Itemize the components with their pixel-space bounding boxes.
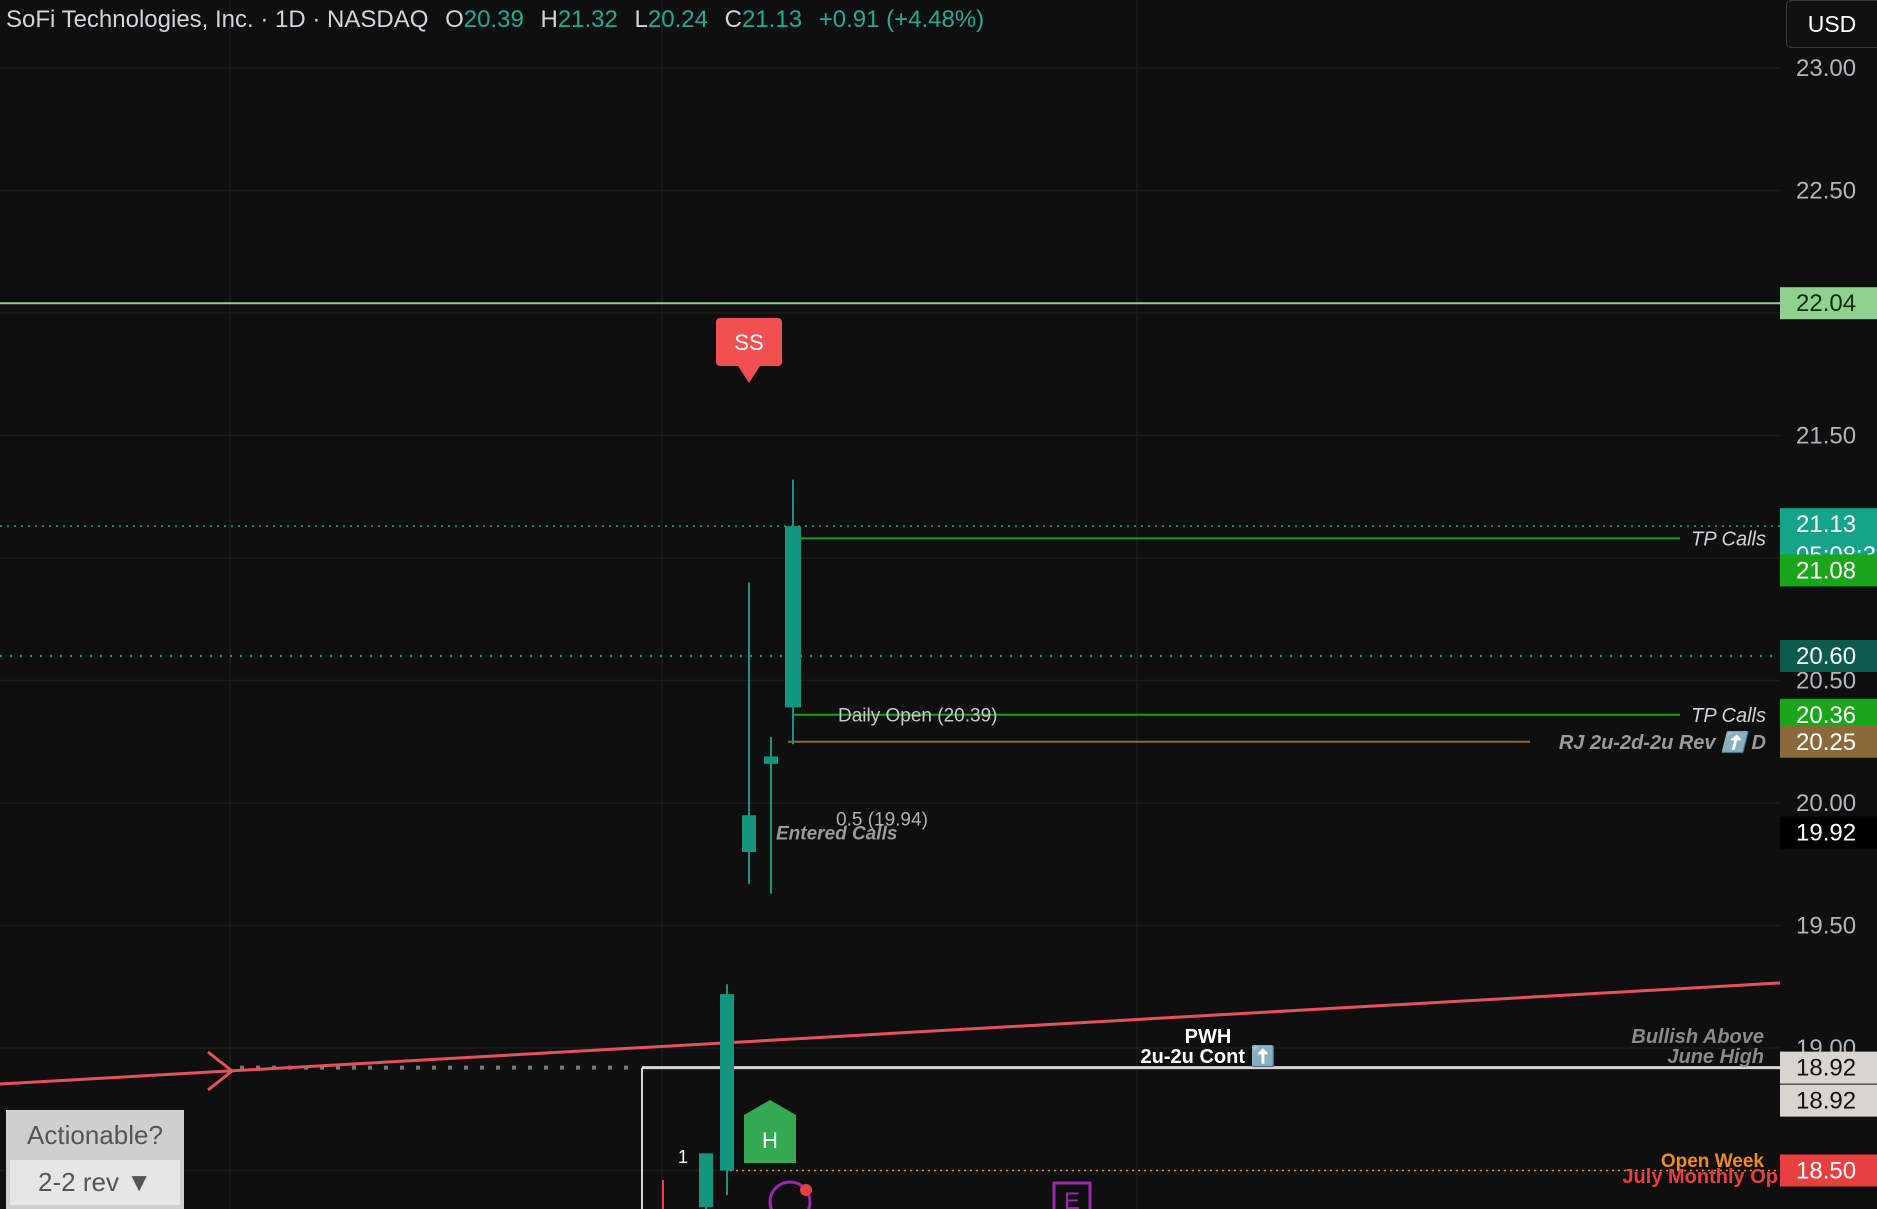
open-week-label: Open Week (1661, 1151, 1765, 1172)
lightning-icon (768, 1180, 812, 1209)
price-label-bg (1780, 725, 1877, 758)
actionable-panel: Actionable? 2-2 rev ▼ (6, 1110, 184, 1209)
pwh-cont-label: 2u-2u Cont ⬆️ (1141, 1044, 1276, 1068)
candle-body (785, 526, 801, 708)
price-label-bg (1780, 816, 1877, 849)
price-label-bg (1780, 698, 1877, 731)
candle-body (699, 1153, 713, 1208)
symbol-header: SoFi Technologies, Inc. · 1D · NASDAQ O2… (6, 6, 984, 34)
price-label-bg (1780, 640, 1877, 672)
low-value: 20.24 (647, 6, 708, 33)
close-label: C (724, 6, 742, 33)
y-tick-label: 23.00 (1796, 55, 1856, 82)
high-value: 21.32 (557, 6, 618, 33)
actionable-select[interactable]: 2-2 rev ▼ (10, 1160, 180, 1205)
candle-body (720, 994, 734, 1171)
july-monthly-open-label: July Monthly Op (1622, 1166, 1778, 1188)
change-value: +0.91 (+4.48%) (818, 6, 985, 33)
pwh-label: PWH (1185, 1026, 1232, 1048)
open-label: O (445, 6, 464, 33)
high-label: H (540, 6, 558, 33)
candle-body (742, 815, 756, 852)
price-label-bg (1780, 554, 1877, 587)
entered-calls-label: Entered Calls (776, 824, 897, 845)
ss-marker-label: SS (734, 330, 763, 355)
candle-body (764, 756, 778, 764)
price-label: 18.50 (1796, 1158, 1856, 1185)
price-label: 22.04 (1796, 290, 1856, 317)
low-label: L (634, 6, 648, 33)
y-tick-label: 22.50 (1796, 178, 1856, 205)
price-label: 20.36 (1796, 702, 1856, 729)
trend-line-arrow (207, 1050, 235, 1092)
h-marker-label: H (762, 1128, 778, 1153)
earnings-marker-label: E (1064, 1188, 1080, 1209)
symbol-title: SoFi Technologies, Inc. · 1D · NASDAQ (6, 6, 429, 33)
price-label-bg (1780, 508, 1877, 541)
trend-line (0, 981, 1781, 1086)
price-label-bg (1780, 287, 1877, 320)
price-label: 20.25 (1796, 729, 1856, 756)
y-tick-label: 21.50 (1796, 423, 1856, 450)
tp-calls-label-lower: TP Calls (1691, 705, 1766, 727)
ss-marker-bg (716, 318, 782, 366)
june-high-label: June High (1667, 1046, 1764, 1068)
tp-calls-label-upper: TP Calls (1691, 528, 1766, 550)
price-label: 18.92 (1796, 1055, 1856, 1082)
daily-open-label: Daily Open (20.39) (838, 705, 997, 726)
price-label-bg (1780, 1154, 1877, 1187)
bullish-above-label: Bullish Above (1631, 1026, 1764, 1048)
price-label: 21.08 (1796, 557, 1856, 584)
earnings-marker-box (1052, 1181, 1092, 1209)
price-label: 18.92 (1796, 1088, 1856, 1115)
actionable-title: Actionable? (27, 1120, 163, 1150)
price-label: 21.13 (1796, 511, 1856, 538)
alert-dot-icon (800, 1184, 812, 1196)
currency-button[interactable]: USD (1786, 0, 1877, 48)
open-value: 20.39 (463, 6, 524, 33)
price-label-bg (1780, 1084, 1877, 1117)
fib-05-label: 0.5 (19.94) (836, 810, 928, 831)
rj-rev-label: RJ 2u-2d-2u Rev ⬆️ D (1559, 730, 1766, 754)
price-label: 20.60 (1796, 643, 1856, 670)
close-value: 21.13 (741, 6, 803, 33)
y-tick-label: 20.00 (1796, 790, 1856, 817)
y-tick-label: 19.50 (1796, 913, 1856, 940)
price-label: 19.92 (1796, 820, 1856, 847)
price-label-bg (1780, 1051, 1877, 1084)
ss-marker-pointer (738, 366, 760, 383)
candle-count-label: 1 (678, 1147, 688, 1167)
h-marker-bg (744, 1100, 796, 1163)
